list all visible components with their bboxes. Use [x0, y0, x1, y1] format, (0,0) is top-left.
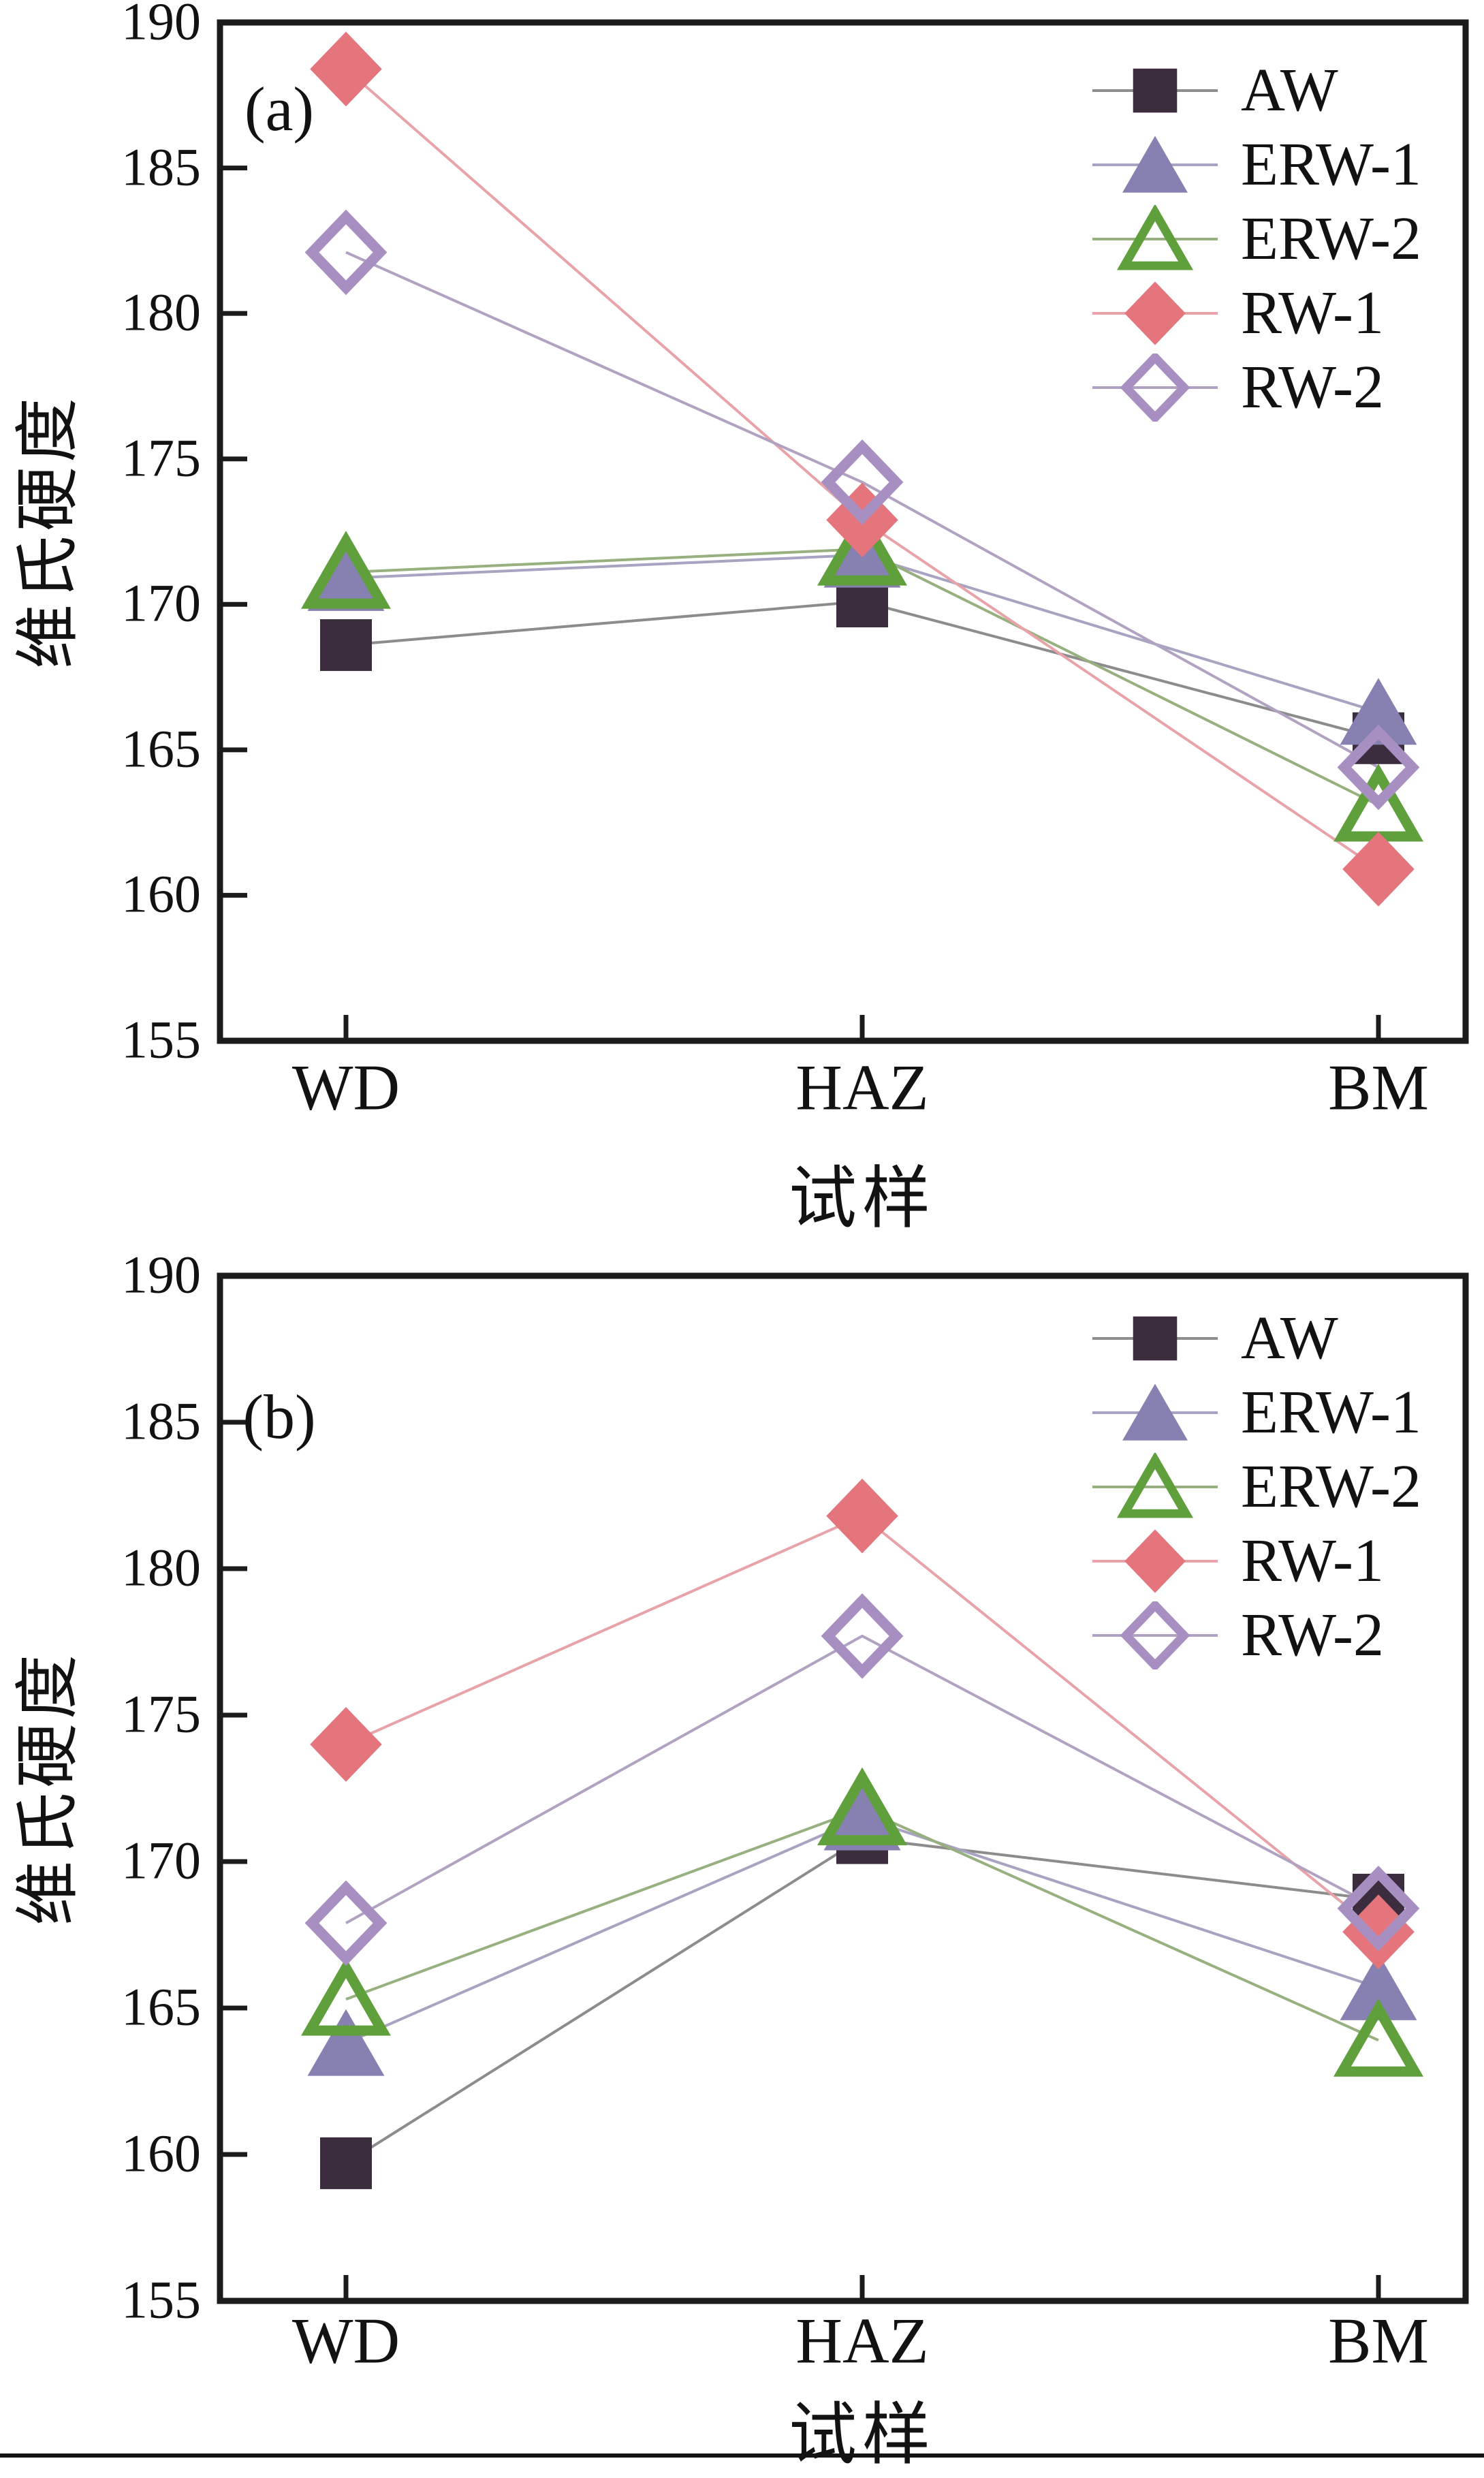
y-tick-label: 180	[121, 1537, 201, 1597]
plot-area-a	[217, 19, 1469, 1044]
legend-marker-diamond-icon	[1092, 1601, 1218, 1669]
y-tick-label: 185	[121, 1391, 201, 1451]
y-tick-label: 155	[121, 2270, 201, 2330]
legend-item-RW-1: RW-1	[1087, 1524, 1421, 1598]
y-tick-label: 170	[121, 1830, 201, 1890]
legend-marker-ERW-1	[1122, 135, 1188, 193]
legend-label: ERW-1	[1241, 130, 1421, 198]
y-tick-label: 175	[121, 1684, 201, 1744]
legend-item-AW: AW	[1087, 53, 1421, 127]
x-tick-label: WD	[291, 1051, 400, 1124]
x-tick-label: HAZ	[795, 2304, 929, 2377]
legend-label: ERW-2	[1241, 204, 1421, 272]
data-point-RW-2	[1337, 1865, 1420, 1951]
y-tick-label: 185	[121, 137, 201, 197]
y-tick-label: 165	[121, 1977, 201, 2037]
y-tick-label: 190	[121, 1244, 201, 1304]
y-tick-label: 190	[121, 0, 201, 51]
data-point-RW-2	[304, 209, 388, 296]
y-tick-label: 160	[121, 2123, 201, 2183]
legend-b: AW ERW-1 ERW-2 RW-1 RW-2	[1087, 1301, 1421, 1672]
panel-label-a: (a)	[244, 74, 315, 144]
y-tick-label: 170	[121, 573, 201, 633]
legend-marker-square-icon	[1092, 68, 1218, 112]
legend-marker-AW	[1133, 68, 1178, 112]
legend-item-RW-2: RW-2	[1087, 350, 1421, 424]
data-point-ERW-2	[1333, 1998, 1423, 2077]
legend-label: RW-1	[1241, 1526, 1385, 1595]
legend-marker-triangle-icon	[1092, 204, 1218, 270]
legend-label: AW	[1241, 56, 1338, 124]
legend-label: RW-2	[1241, 1601, 1385, 1669]
data-point-AW	[320, 2137, 372, 2189]
legend-label: RW-2	[1241, 353, 1385, 421]
data-point-ERW-1	[307, 2009, 385, 2076]
data-point-RW-1	[310, 31, 382, 107]
chart-panel-b: (b) 维氏硬度 试样 AW ERW-1 ERW-2 RW-1 RW-2 190 185 1…	[0, 1229, 1484, 2473]
legend-label: RW-1	[1241, 279, 1385, 347]
legend-marker-diamond-icon	[1092, 1528, 1218, 1593]
legend-marker-ERW-2	[1116, 204, 1194, 270]
legend-marker-ERW-2	[1116, 1452, 1194, 1518]
plot-frame	[217, 1272, 1469, 2304]
x-tick-label: BM	[1328, 1051, 1429, 1124]
plot-frame	[217, 19, 1469, 1044]
x-tick-label: HAZ	[795, 1051, 929, 1124]
data-point-AW	[320, 619, 372, 672]
y-tick-label: 155	[121, 1009, 201, 1069]
y-tick-label: 165	[121, 719, 201, 779]
legend-marker-RW-1	[1124, 281, 1186, 345]
legend-marker-triangle-icon	[1092, 1383, 1218, 1441]
plot-area-b	[217, 1272, 1469, 2304]
series-line-RW-2	[345, 1634, 1379, 1925]
y-tick-label: 160	[121, 864, 201, 924]
legend-marker-triangle-icon	[1092, 135, 1218, 193]
legend-label: AW	[1241, 1304, 1338, 1372]
legend-item-ERW-2: ERW-2	[1087, 202, 1421, 276]
legend-marker-ERW-1	[1122, 1383, 1188, 1441]
legend-marker-RW-2	[1120, 1601, 1190, 1669]
x-tick-label: BM	[1328, 2304, 1429, 2377]
legend-item-ERW-1: ERW-1	[1087, 127, 1421, 202]
legend-marker-RW-2	[1120, 353, 1190, 422]
data-point-ERW-2	[301, 1958, 391, 2036]
y-tick-label: 175	[121, 428, 201, 488]
legend-marker-AW	[1133, 1316, 1178, 1360]
legend-item-RW-1: RW-1	[1087, 276, 1421, 350]
legend-item-AW: AW	[1087, 1301, 1421, 1375]
data-point-RW-2	[821, 439, 904, 525]
legend-item-RW-2: RW-2	[1087, 1598, 1421, 1672]
x-axis-title-b: 试样	[789, 2397, 936, 2473]
data-point-ERW-2	[817, 507, 907, 586]
legend-item-ERW-1: ERW-1	[1087, 1375, 1421, 1449]
legend-marker-diamond-icon	[1092, 281, 1218, 345]
data-point-RW-1	[826, 1478, 898, 1554]
page-bottom-rule	[0, 2453, 1484, 2458]
legend-marker-triangle-icon	[1092, 1452, 1218, 1518]
legend-label: ERW-2	[1241, 1452, 1421, 1520]
data-point-RW-2	[1337, 724, 1420, 811]
data-point-ERW-2	[301, 531, 391, 609]
legend-item-ERW-2: ERW-2	[1087, 1449, 1421, 1524]
series-line-AW	[345, 1836, 1379, 2165]
data-point-RW-1	[310, 1707, 382, 1782]
data-point-ERW-1	[1340, 678, 1417, 745]
legend-label: ERW-1	[1241, 1378, 1421, 1446]
data-point-ERW-2	[817, 1767, 907, 1846]
data-point-RW-1	[1342, 832, 1415, 907]
data-point-RW-2	[304, 1880, 388, 1966]
legend-marker-diamond-icon	[1092, 353, 1218, 422]
y-tick-label: 180	[121, 282, 201, 342]
series-line-RW-2	[345, 251, 1379, 769]
legend-marker-square-icon	[1092, 1316, 1218, 1360]
legend-marker-RW-1	[1124, 1528, 1186, 1593]
legend-a: AW ERW-1 ERW-2 RW-1 RW-2	[1087, 53, 1421, 424]
panel-label-b: (b)	[242, 1382, 316, 1452]
chart-panel-a: (a) 维氏硬度 试样 AW ERW-1 ERW-2 RW-1 RW-2 190 185 1…	[0, 0, 1484, 1237]
data-point-RW-2	[821, 1593, 904, 1679]
x-tick-label: WD	[291, 2304, 400, 2377]
x-axis-title-a: 试样	[789, 1161, 936, 1237]
